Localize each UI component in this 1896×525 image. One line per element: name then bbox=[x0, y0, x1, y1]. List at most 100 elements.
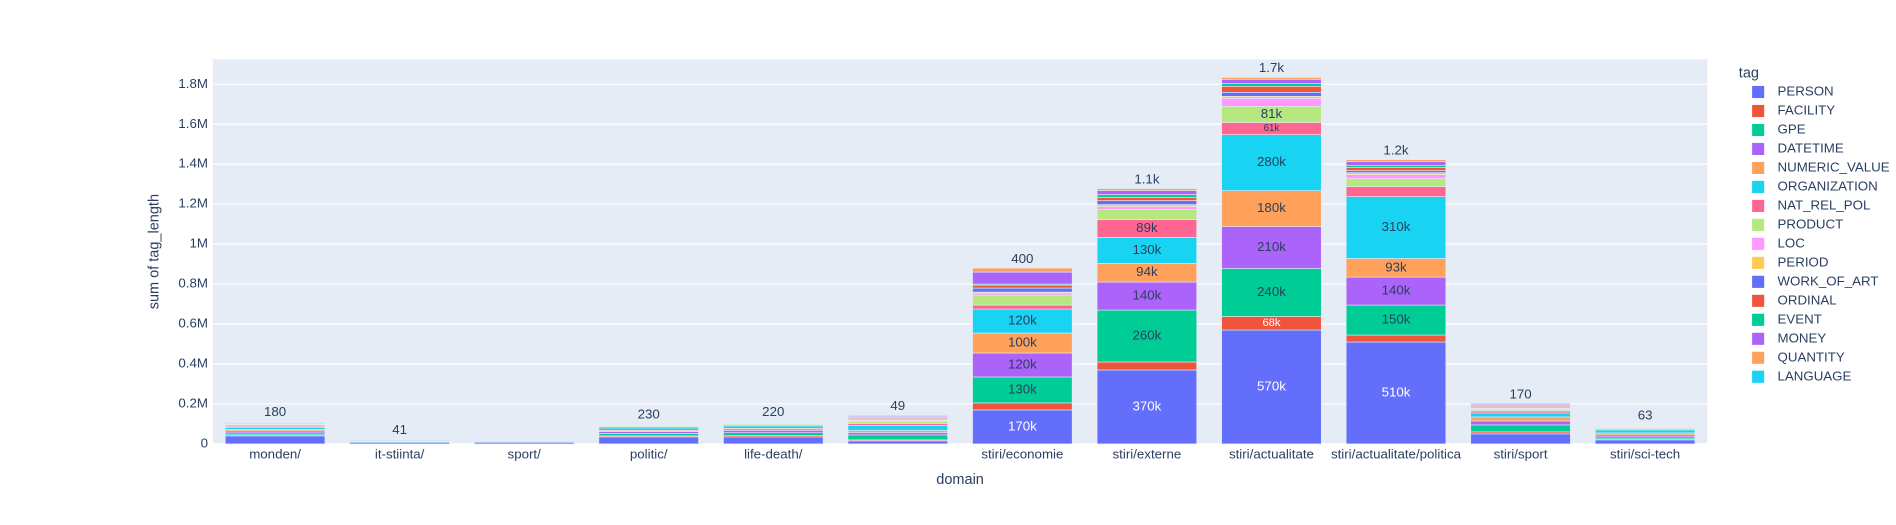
bar-segment bbox=[1096, 209, 1198, 220]
bar-segment bbox=[972, 267, 1073, 273]
legend-swatch bbox=[1752, 104, 1765, 118]
legend-label: LOC bbox=[1778, 235, 1806, 250]
bar-segment bbox=[1221, 86, 1322, 93]
legend-label: GPE bbox=[1778, 121, 1806, 136]
legend-label: PERIOD bbox=[1778, 254, 1829, 269]
bar-segment bbox=[723, 436, 824, 445]
bar-segment bbox=[1345, 304, 1447, 336]
x-tick-label: sport/ bbox=[508, 446, 542, 461]
data-label: 120k bbox=[1008, 356, 1037, 371]
data-label: 150k bbox=[1382, 312, 1411, 327]
legend-label: DATETIME bbox=[1778, 140, 1844, 155]
legend-label: EVENT bbox=[1778, 311, 1822, 326]
data-label: 220 bbox=[762, 404, 784, 419]
x-axis-title: domain bbox=[936, 472, 984, 488]
data-label: 130k bbox=[1008, 381, 1037, 396]
bar-segment bbox=[1221, 79, 1322, 84]
bar-segment bbox=[1345, 334, 1447, 343]
bar-segment bbox=[847, 425, 948, 431]
data-label: 180k bbox=[1257, 200, 1286, 215]
legend-label: QUANTITY bbox=[1778, 349, 1845, 364]
bar-segment bbox=[1594, 429, 1696, 434]
y-tick-label: 0.6M bbox=[178, 316, 208, 331]
y-tick-label: 1.6M bbox=[178, 116, 208, 131]
bar-segment bbox=[1470, 412, 1571, 418]
data-label: 1.7k bbox=[1259, 60, 1284, 75]
bar-segment bbox=[972, 402, 1073, 411]
bar-segment bbox=[1096, 361, 1198, 371]
legend-label: PRODUCT bbox=[1778, 216, 1844, 231]
legend-swatch bbox=[1752, 313, 1765, 326]
bar-segment bbox=[1470, 416, 1571, 422]
data-label: 1.2k bbox=[1383, 142, 1408, 157]
bar-segment bbox=[598, 433, 699, 437]
legend-swatch bbox=[1752, 370, 1765, 383]
bar-segment bbox=[972, 376, 1073, 404]
legend-swatch bbox=[1752, 218, 1765, 231]
legend-swatch bbox=[1752, 256, 1765, 269]
x-tick-label: life-death/ bbox=[744, 446, 803, 461]
legend-label: PERSON bbox=[1778, 84, 1834, 99]
bar-segment bbox=[1221, 92, 1322, 97]
bar-segment bbox=[1096, 369, 1198, 445]
data-label: 130k bbox=[1132, 242, 1161, 257]
bar-segment bbox=[1096, 200, 1198, 205]
x-tick-label: stiri/sci-tech bbox=[1610, 446, 1680, 461]
data-label: 140k bbox=[1382, 283, 1411, 298]
bar-segment bbox=[1221, 190, 1322, 227]
bar-segment bbox=[972, 271, 1073, 285]
x-tick-label: stiri/sport bbox=[1494, 446, 1548, 461]
bar-segment bbox=[1096, 237, 1198, 264]
bar-segment bbox=[1345, 178, 1447, 187]
data-label: 140k bbox=[1132, 288, 1161, 303]
legend-swatch bbox=[1752, 199, 1765, 212]
plot-area bbox=[212, 59, 1708, 444]
y-tick-label: 1.4M bbox=[178, 156, 208, 171]
bar-segment bbox=[1221, 226, 1322, 269]
bar-segment bbox=[972, 287, 1073, 293]
bar-segment bbox=[1096, 190, 1198, 195]
data-label: 510k bbox=[1382, 384, 1411, 399]
data-label: 1.1k bbox=[1134, 171, 1159, 186]
y-tick-label: 1.8M bbox=[178, 76, 208, 91]
x-tick-label: stiri/actualitate bbox=[1229, 446, 1314, 461]
bar-segment bbox=[1345, 167, 1447, 171]
data-label: 41 bbox=[392, 422, 407, 437]
legend-label: MONEY bbox=[1778, 330, 1827, 345]
bar-segment bbox=[723, 432, 824, 436]
y-tick-label: 0.2M bbox=[178, 395, 208, 410]
legend-swatch bbox=[1752, 294, 1765, 307]
x-tick-label: politic/ bbox=[630, 446, 668, 461]
x-tick-label: it-stiinta/ bbox=[375, 446, 425, 461]
data-label: 89k bbox=[1136, 220, 1158, 235]
data-label: 180 bbox=[264, 404, 286, 419]
bar-segment bbox=[1096, 197, 1198, 201]
legend-swatch bbox=[1752, 161, 1765, 174]
y-tick-label: 1M bbox=[189, 236, 207, 251]
data-label: 81k bbox=[1261, 106, 1283, 121]
legend-label: FACILITY bbox=[1778, 103, 1836, 118]
x-tick-label: monden/ bbox=[249, 446, 301, 461]
bar-segment bbox=[972, 294, 1073, 306]
bar-segment bbox=[1345, 196, 1447, 259]
data-label: 68k bbox=[1262, 317, 1280, 329]
legend-label: ORDINAL bbox=[1778, 292, 1837, 307]
bar-segment bbox=[1096, 281, 1198, 311]
y-axis-title: sum of tag_length bbox=[147, 194, 163, 309]
data-label: 93k bbox=[1385, 259, 1407, 274]
bar-segment bbox=[224, 435, 326, 445]
data-label: 100k bbox=[1008, 335, 1037, 350]
data-label: 310k bbox=[1382, 219, 1411, 234]
data-label: 570k bbox=[1257, 378, 1286, 393]
legend-label: ORGANIZATION bbox=[1778, 178, 1878, 193]
legend-swatch bbox=[1752, 351, 1765, 364]
legend-title: tag bbox=[1739, 66, 1759, 82]
data-label: 49 bbox=[890, 398, 905, 413]
legend-label: NAT_REL_POL bbox=[1778, 197, 1871, 212]
bar-segment bbox=[1345, 186, 1447, 197]
bar-segment bbox=[847, 432, 948, 436]
data-label: 170 bbox=[1509, 386, 1531, 401]
bar-segment bbox=[1096, 194, 1198, 198]
data-label: 370k bbox=[1132, 398, 1161, 413]
